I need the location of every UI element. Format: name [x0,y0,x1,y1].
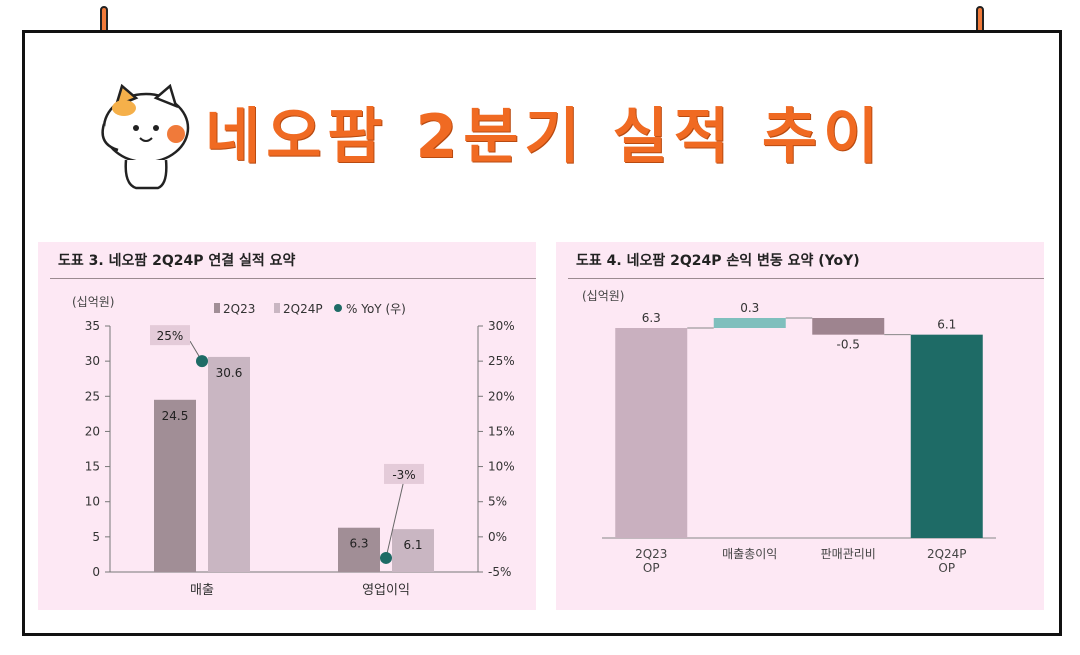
y-tick-label: 0 [92,565,100,579]
page-title: 네오팜 2분기 실적 추이 [205,102,885,172]
data-label: 24.5 [162,409,189,423]
bar [910,334,983,538]
bar [392,529,434,572]
data-label: 6.1 [937,318,956,332]
y-tick-label: 5 [92,530,100,544]
bar [208,356,250,572]
legend-label: 2Q23 [223,302,255,316]
cat-mascot-icon [101,84,190,190]
yoy-label: -3% [392,468,415,482]
bar [812,318,885,335]
legend-swatch [214,303,220,313]
y2-tick-label: 20% [488,389,515,403]
divider [568,278,1044,279]
y2-tick-label: 25% [488,354,515,368]
bar [154,399,196,572]
x-tick-label: OP [938,561,955,575]
x-tick-label: OP [643,561,660,575]
callout-line [385,479,405,559]
data-label: 6.3 [642,311,661,325]
x-tick-label: 2Q23 [635,547,667,561]
x-tick-label: 판매관리비 [821,547,876,561]
data-label: 6.1 [403,538,422,552]
divider [50,278,536,279]
legend-swatch [274,303,280,313]
legend-label: % YoY (우) [346,302,406,316]
chart-panel-revenue: 도표 3. 네오팜 2Q24P 연결 실적 요약 (십억원) 0 5 10 15 20 25… [38,242,536,610]
unit-label: (십억원) [582,289,624,303]
y-tick-label: 30 [85,354,100,368]
y-tick-label: 10 [85,495,100,509]
y-tick-label: 25 [85,389,100,403]
y2-tick-label: -5% [488,565,511,579]
y2-tick-label: 0% [488,530,507,544]
x-tick-label: 영업이익 [362,583,410,598]
y2-tick-label: 5% [488,495,507,509]
yoy-point [380,551,392,564]
bar [615,328,688,538]
data-label: 0.3 [740,301,759,315]
bar [713,318,786,328]
bar [338,527,380,572]
waterfall-chart: (십억원)6.32Q23OP0.3매출총이익-0.5판매관리비6.12Q24PO… [582,289,996,575]
x-tick-label: 2Q24P [927,547,967,561]
y-tick-label: 20 [85,424,100,438]
y-tick-label: 35 [85,319,100,333]
y2-tick-label: 15% [488,424,515,438]
x-tick-label: 매출 [190,583,214,598]
data-label: 30.6 [216,366,243,380]
legend-marker [334,304,342,312]
callout-box [384,463,424,484]
bar-chart: (십억원) 0 5 10 15 20 25 30 35 -5% 0% 5% 10% 15% 20% 25% 30… [72,295,515,598]
y-tick-label: 15 [85,460,100,474]
yoy-point [196,355,208,368]
yoy-label: 25% [157,329,184,343]
callout-box [150,325,190,346]
chart-panel-waterfall: 도표 4. 네오팜 2Q24P 손익 변동 요약 (YoY) (십억원) 6.3 2… [556,242,1044,610]
y2-tick-label: 30% [488,319,515,333]
y2-tick-label: 10% [488,460,515,474]
chart-title: 도표 4. 네오팜 2Q24P 손익 변동 요약 (YoY) [576,253,860,269]
x-tick-label: 매출총이익 [722,547,777,561]
data-label: -0.5 [837,338,860,352]
chart-title: 도표 3. 네오팜 2Q24P 연결 실적 요약 [58,253,296,269]
unit-label: (십억원) [72,295,114,309]
data-label: 6.3 [349,537,368,551]
legend-label: 2Q24P [283,302,323,316]
